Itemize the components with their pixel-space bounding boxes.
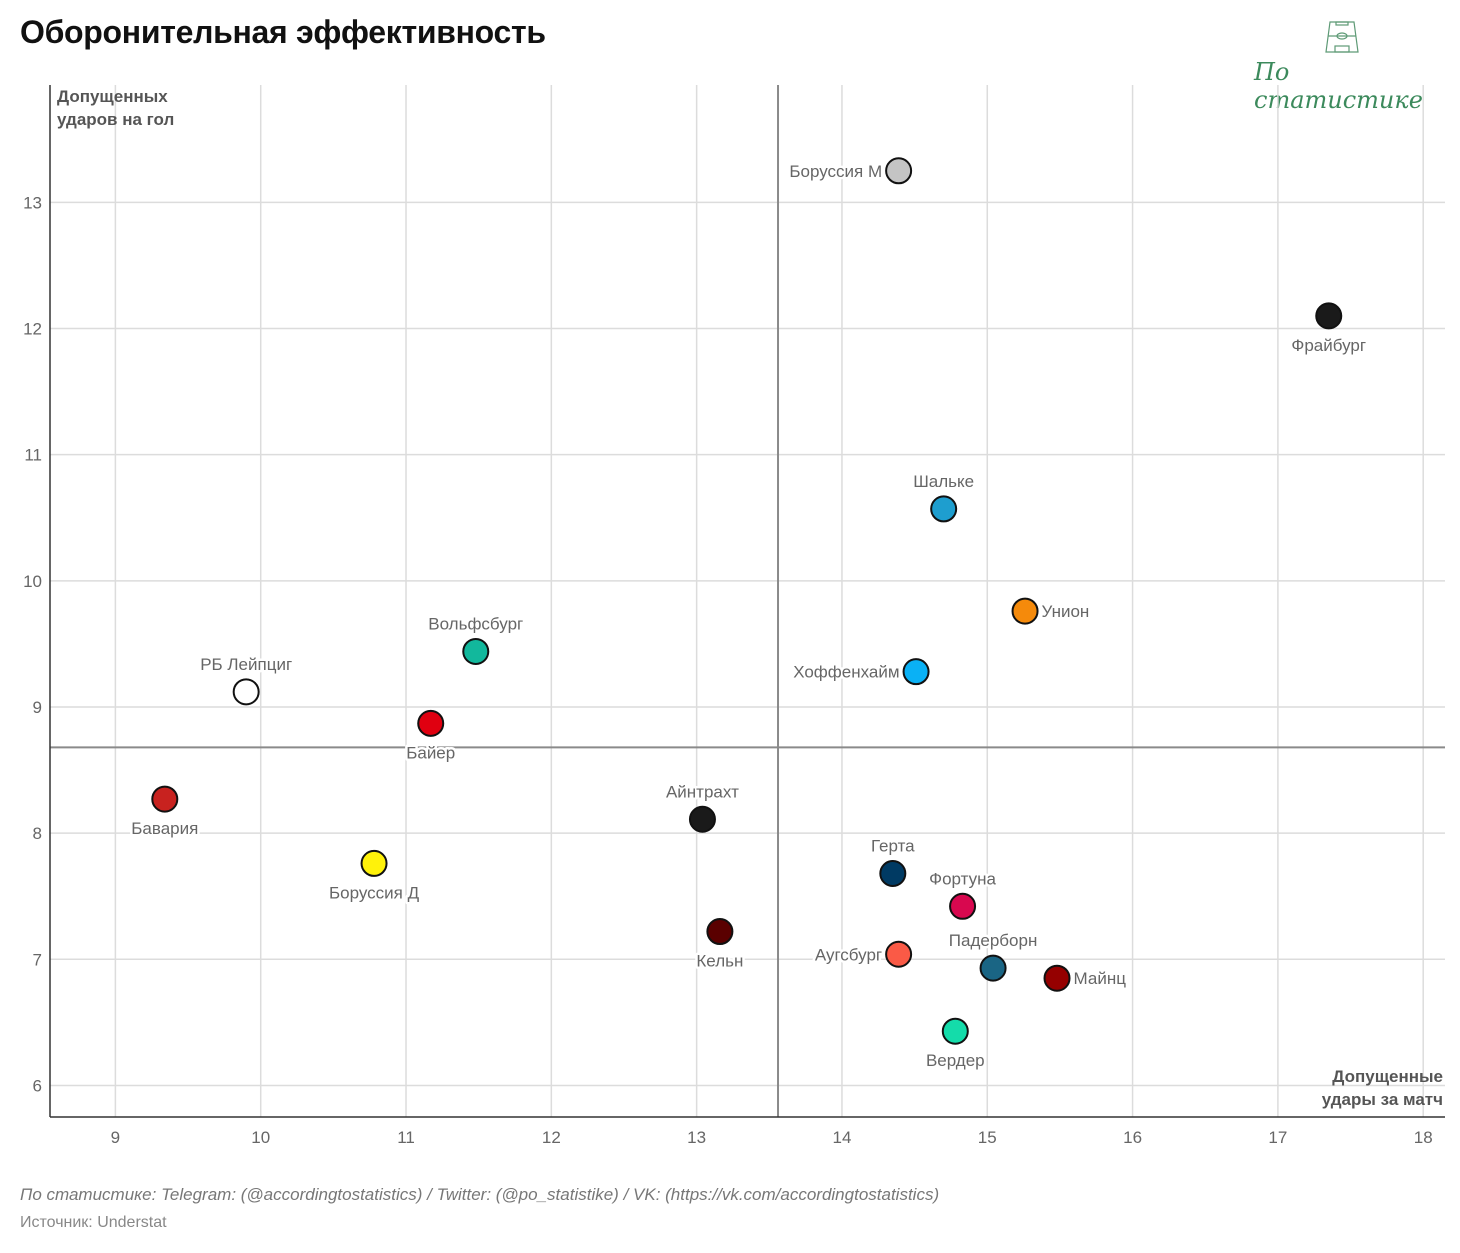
point-label-halo: Хоффенхайм [793, 663, 899, 682]
point-label-halo: Вердер [926, 1051, 985, 1070]
point-label: Кельн [696, 952, 743, 971]
point-label: Боруссия М [789, 162, 882, 181]
point-label-halo: Майнц [1074, 969, 1127, 988]
point-label: Герта [871, 837, 915, 856]
point-label-halo: Герта [871, 837, 915, 856]
point-label: Хоффенхайм [793, 663, 899, 682]
data-point[interactable] [979, 954, 1007, 982]
point-label: Бавария [131, 819, 198, 838]
y-tick-label: 13 [23, 193, 42, 212]
data-point[interactable] [1315, 302, 1343, 330]
point-label: Байер [406, 743, 455, 762]
point-label-halo: Боруссия М [789, 162, 882, 181]
x-tick-label: 13 [687, 1128, 706, 1147]
footer-source: Источник: Understat [20, 1214, 167, 1231]
data-point[interactable] [360, 849, 388, 877]
y-tick-label: 9 [33, 698, 42, 717]
data-point[interactable] [1043, 964, 1071, 992]
point-label-halo: Бавария [131, 819, 198, 838]
chart-title: Оборонительная эффективность [20, 14, 546, 50]
data-point[interactable] [688, 805, 716, 833]
point-label-halo: Фортуна [929, 869, 996, 888]
y-tick-label: 6 [33, 1076, 42, 1095]
data-point[interactable] [902, 658, 930, 686]
data-point[interactable] [885, 940, 913, 968]
point-label-halo: РБ Лейпциг [200, 655, 292, 674]
x-tick-label: 15 [978, 1128, 997, 1147]
point-label-halo: Байер [406, 743, 455, 762]
point-label: Аугсбург [815, 945, 882, 964]
axes [49, 85, 1445, 1118]
y-tick-label: 12 [23, 319, 42, 338]
point-label: Фрайбург [1291, 336, 1366, 355]
point-label-halo: Падерборн [949, 931, 1038, 950]
y-tick-label: 10 [23, 572, 42, 591]
point-label: Падерборн [949, 931, 1038, 950]
point-label-halo: Аугсбург [815, 945, 882, 964]
point-label-halo: Айнтрахт [666, 782, 739, 801]
data-point[interactable] [462, 637, 490, 665]
data-point[interactable] [930, 495, 958, 523]
point-label: Вольфсбург [428, 614, 523, 633]
grid-y [50, 201, 1445, 1087]
data-point[interactable] [1011, 597, 1039, 625]
footer-credits: По статистике: Telegram: (@accordingtost… [20, 1185, 940, 1204]
x-axis-title: Допущенные [1332, 1067, 1443, 1086]
point-label: Унион [1042, 602, 1090, 621]
y-tick-label: 11 [24, 446, 42, 465]
point-label: РБ Лейпциг [200, 655, 292, 674]
point-label-halo: Унион [1042, 602, 1090, 621]
point-label-halo: Вольфсбург [428, 614, 523, 633]
x-tick-label: 16 [1123, 1128, 1142, 1147]
point-label: Вердер [926, 1051, 985, 1070]
data-points [151, 157, 1343, 1045]
x-tick-label: 14 [832, 1128, 851, 1147]
data-point[interactable] [949, 892, 977, 920]
x-tick-label: 10 [251, 1128, 270, 1147]
x-tick-label: 11 [397, 1128, 415, 1147]
data-point[interactable] [885, 157, 913, 185]
y-axis-title: Допущенных [57, 87, 168, 106]
point-label: Айнтрахт [666, 782, 739, 801]
point-label: Майнц [1074, 969, 1127, 988]
logo-text: По статистике [1254, 58, 1423, 114]
data-point[interactable] [417, 709, 445, 737]
x-tick-labels: 9 10 11 12 13 14 15 16 17 18 [111, 1128, 1433, 1147]
point-label-halo: Шальке [913, 472, 974, 491]
point-label-halo: Боруссия Д [329, 883, 420, 902]
reference-lines [50, 85, 1445, 1117]
x-axis-title: удары за матч [1322, 1090, 1443, 1109]
x-tick-label: 17 [1268, 1128, 1287, 1147]
point-label: Шальке [913, 472, 974, 491]
data-point[interactable] [879, 860, 907, 888]
point-label: Фортуна [929, 869, 996, 888]
data-point[interactable] [151, 785, 179, 813]
y-axis-title: ударов на гол [57, 110, 174, 129]
football-pitch-icon [1325, 21, 1359, 53]
y-tick-label: 7 [33, 950, 42, 969]
y-tick-label: 8 [33, 824, 42, 843]
grid-x [114, 85, 1424, 1117]
axis-titles: Допущенных ударов на гол Допущенные удары з… [57, 87, 1443, 1109]
point-label-halo: Фрайбург [1291, 336, 1366, 355]
x-tick-label: 9 [111, 1128, 120, 1147]
y-tick-labels: 6 7 8 9 10 11 12 13 [23, 193, 42, 1095]
data-point[interactable] [232, 678, 260, 706]
point-label: Боруссия Д [329, 883, 420, 902]
data-point[interactable] [706, 918, 734, 946]
point-label-halo: Кельн [696, 952, 743, 971]
x-tick-label: 12 [542, 1128, 561, 1147]
data-point[interactable] [941, 1017, 969, 1045]
x-tick-label: 18 [1414, 1128, 1433, 1147]
